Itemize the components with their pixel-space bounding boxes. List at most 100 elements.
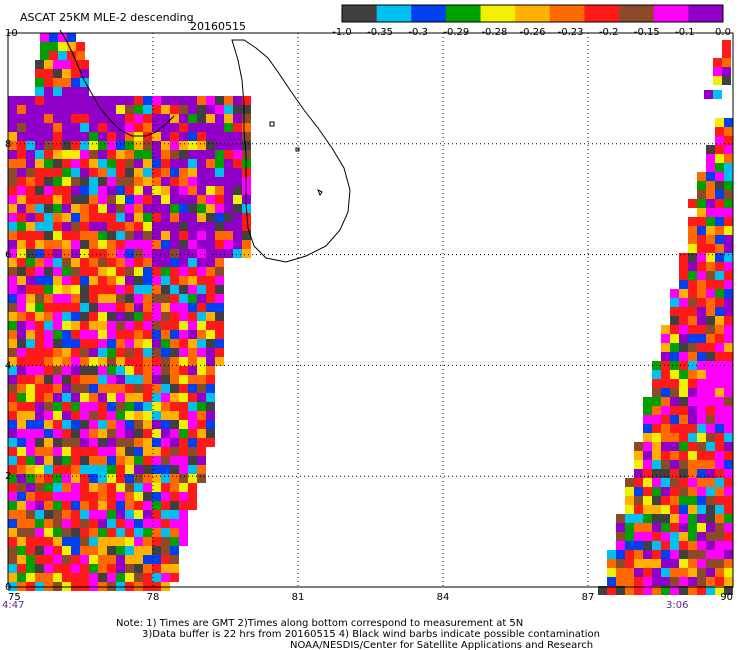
swath-cell	[670, 361, 679, 370]
swath-cell	[71, 546, 80, 555]
swath-cell	[107, 258, 116, 267]
swath-cell	[679, 487, 688, 496]
swath-cell	[688, 253, 697, 262]
swath-cell	[80, 564, 89, 573]
swath-cell	[724, 325, 733, 334]
swath-cell	[35, 312, 44, 321]
swath-cell	[188, 186, 197, 195]
swath-cell	[89, 546, 98, 555]
swath-cell	[80, 384, 89, 393]
swath-cell	[53, 402, 62, 411]
swath-cell	[170, 456, 179, 465]
swath-cell	[35, 393, 44, 402]
swath-cell	[26, 96, 35, 105]
swath-cell	[98, 393, 107, 402]
swath-cell	[724, 217, 733, 226]
swath-cell	[170, 303, 179, 312]
swath-cell	[35, 375, 44, 384]
swath-cell	[80, 357, 89, 366]
swath-cell	[688, 451, 697, 460]
swath-cell	[143, 528, 152, 537]
swath-cell	[98, 321, 107, 330]
swath-cell	[161, 492, 170, 501]
swath-cell	[206, 285, 215, 294]
swath-cell	[697, 433, 706, 442]
swath-cell	[242, 231, 251, 240]
swath-cell	[8, 330, 17, 339]
swath-cell	[143, 402, 152, 411]
swath-cell	[53, 411, 62, 420]
swath-cell	[98, 231, 107, 240]
swath-cell	[197, 447, 206, 456]
swath-cell	[170, 168, 179, 177]
swath-cell	[197, 213, 206, 222]
swath-cell	[706, 334, 715, 343]
swath-cell	[8, 303, 17, 312]
swath-cell	[44, 294, 53, 303]
swath-cell	[80, 105, 89, 114]
swath-cell	[17, 546, 26, 555]
swath-cell	[697, 397, 706, 406]
swath-cell	[98, 546, 107, 555]
swath-cell	[697, 334, 706, 343]
swath-cell	[197, 411, 206, 420]
swath-cell	[661, 532, 670, 541]
swath-cell	[679, 577, 688, 586]
swath-cell	[125, 375, 134, 384]
swath-cell	[116, 258, 125, 267]
swath-cell	[134, 96, 143, 105]
swath-cell	[679, 433, 688, 442]
swath-cell	[170, 195, 179, 204]
swath-cell	[125, 240, 134, 249]
swath-cell	[152, 528, 161, 537]
swath-cell	[125, 573, 134, 582]
swath-cell	[134, 528, 143, 537]
swath-cell	[170, 420, 179, 429]
swath-cell	[134, 141, 143, 150]
swath-cell	[58, 51, 67, 60]
swath-cell	[17, 249, 26, 258]
swath-cell	[652, 577, 661, 586]
swath-cell	[143, 249, 152, 258]
swath-cell	[670, 334, 679, 343]
swath-cell	[125, 285, 134, 294]
swath-cell	[715, 280, 724, 289]
swath-cell	[188, 267, 197, 276]
swath-cell	[71, 573, 80, 582]
swath-cell	[44, 393, 53, 402]
swath-cell	[652, 469, 661, 478]
swath-cell	[116, 123, 125, 132]
swath-cell	[62, 456, 71, 465]
swath-cell	[89, 384, 98, 393]
swath-cell	[715, 541, 724, 550]
swath-cell	[80, 222, 89, 231]
swath-cell	[724, 478, 733, 487]
swath-cell	[670, 298, 679, 307]
swath-cell	[53, 267, 62, 276]
swath-cell	[98, 366, 107, 375]
swath-cell	[188, 195, 197, 204]
swath-cell	[62, 258, 71, 267]
swath-cell	[80, 285, 89, 294]
swath-cell	[170, 330, 179, 339]
swath-cell	[152, 294, 161, 303]
swath-cell	[724, 541, 733, 550]
swath-cell	[17, 96, 26, 105]
swath-cell	[8, 537, 17, 546]
swath-cell	[26, 231, 35, 240]
swath-cell	[661, 514, 670, 523]
swath-cell	[98, 123, 107, 132]
swath-cell	[53, 87, 62, 96]
swath-cell	[62, 366, 71, 375]
swath-cell	[44, 447, 53, 456]
swath-cell	[125, 231, 134, 240]
swath-cell	[233, 96, 242, 105]
swath-cell	[53, 312, 62, 321]
swath-cell	[170, 321, 179, 330]
swath-cell	[8, 177, 17, 186]
swath-cell	[197, 312, 206, 321]
swath-cell	[197, 222, 206, 231]
swath-cell	[17, 492, 26, 501]
swath-cell	[53, 249, 62, 258]
swath-cell	[161, 555, 170, 564]
